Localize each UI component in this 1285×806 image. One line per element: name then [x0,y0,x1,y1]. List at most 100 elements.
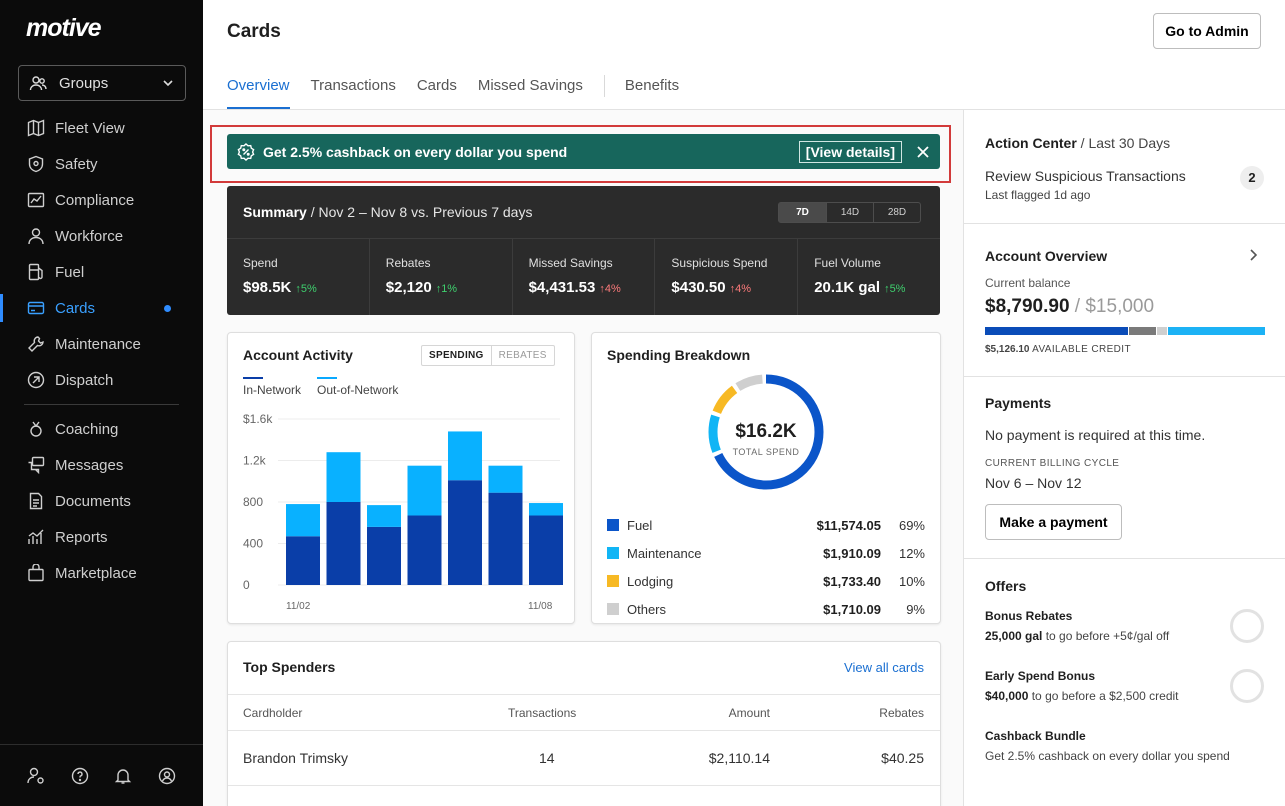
sidebar-item-reports[interactable]: Reports [0,519,203,555]
review-suspicious-link[interactable]: Review Suspicious Transactions [985,168,1186,184]
table-row[interactable]: Brandon Trimsky 14 $2,110.14 $40.25 [228,732,940,786]
chart-legend: In-Network Out-of-Network [243,377,398,397]
messages-icon [28,456,45,474]
bar-out-of-network [286,504,320,537]
metric-value: $430.50 [671,279,726,296]
close-icon[interactable] [916,145,930,159]
sidebar-item-messages[interactable]: Messages [0,447,203,483]
amount-value: $2,110.14 [708,750,770,766]
spending-breakdown-title: Spending Breakdown [607,347,751,363]
groups-dropdown[interactable]: Groups [18,65,186,101]
metric-change: ↑5% [884,283,906,295]
period-14d[interactable]: 14D [826,203,873,222]
balance-bar-other [1157,327,1167,335]
offer-progress-ring [1230,609,1264,643]
coaching-icon [30,421,42,437]
metric-change: ↑1% [435,283,458,295]
tab-benefits[interactable]: Benefits [624,77,680,94]
tab-bar: Overview Transactions Cards Missed Savin… [227,70,700,110]
sidebar-item-cards[interactable]: Cards [0,290,203,326]
metric-change: ↑5% [295,283,317,295]
credit-limit-value: / $15,000 [1069,296,1155,317]
total-spend-value: $16.2K [735,421,797,442]
action-center-heading: Action Center / Last 30 Days [985,135,1170,151]
account-icon[interactable] [158,767,176,785]
user-settings-icon[interactable] [27,767,45,785]
balance-bar-pending [1129,327,1156,335]
metric-value: $2,120 [385,279,432,296]
sidebar-item-fuel[interactable]: Fuel [0,254,203,290]
activity-toggle: SPENDING REBATES [421,345,555,366]
account-overview-section[interactable]: Account Overview Current balance $8,790.… [964,224,1285,377]
tab-missed-savings[interactable]: Missed Savings [477,77,583,94]
bar-in-network [367,526,401,585]
fuel-swatch [607,519,619,531]
toggle-spending[interactable]: SPENDING [422,346,492,365]
suspicious-count-badge: 2 [1240,166,1264,190]
sidebar-item-label: Marketplace [55,564,137,582]
top-spenders-card: Top Spenders View all cards Cardholder T… [227,641,941,806]
sidebar-item-documents[interactable]: Documents [0,483,203,519]
sidebar-item-label: Fuel [55,263,85,281]
metric-rebates: Rebates $2,120 ↑1% [368,239,512,315]
billing-cycle-label: CURRENT BILLING CYCLE [985,458,1120,469]
groups-label: Groups [59,74,109,92]
sidebar-item-dispatch[interactable]: Dispatch [0,362,203,398]
cashback-banner: Get 2.5% cashback on every dollar you sp… [227,134,940,169]
marketplace-icon [28,564,44,582]
bell-icon[interactable] [114,767,132,785]
tab-divider [603,75,605,97]
chart-icon [27,192,45,208]
col-rebates[interactable]: Rebates [879,706,924,720]
nav-divider [24,404,179,405]
sidebar-item-workforce[interactable]: Workforce [0,218,203,254]
last-flagged-text: Last flagged 1d ago [985,188,1091,202]
sidebar-item-label: Safety [55,155,98,173]
offer-amount: 25,000 gal [985,629,1043,643]
donut-slice-maintenance [708,374,824,490]
col-cardholder[interactable]: Cardholder [243,706,303,720]
tab-overview[interactable]: Overview [227,70,290,109]
col-amount[interactable]: Amount [728,706,770,720]
bar-in-network [286,536,320,585]
action-center-title: Action Center [985,135,1077,151]
summary-range: / Nov 2 – Nov 8 vs. Previous 7 days [306,204,533,220]
toggle-rebates[interactable]: REBATES [498,350,547,361]
motive-logo[interactable]: motive [26,14,102,42]
period-7d[interactable]: 7D [779,203,826,222]
go-to-admin-button[interactable]: Go to Admin [1153,13,1261,49]
help-icon[interactable] [71,767,89,785]
metric-value: 20.1K gal [814,279,881,296]
offer-description: 25,000 gal to go before +5¢/gal off [985,629,1169,643]
make-payment-button[interactable]: Make a payment [985,504,1122,540]
tab-cards[interactable]: Cards [416,77,457,94]
sidebar-item-compliance[interactable]: Compliance [0,182,203,218]
balance-bar-spent [985,327,1128,335]
chevron-right-icon[interactable] [1246,248,1260,262]
col-transactions[interactable]: Transactions [508,706,577,720]
action-center-section: Action Center / Last 30 Days Review Susp… [964,110,1285,224]
available-credit-label: AVAILABLE CREDIT [1029,344,1131,355]
y-tick-label: 1.2k [243,454,267,468]
sidebar-item-label: Reports [55,528,108,546]
sidebar-item-maintenance[interactable]: Maintenance [0,326,203,362]
bar-out-of-network [488,465,523,493]
period-28d[interactable]: 28D [873,203,920,222]
bar-in-network [488,492,523,585]
view-details-link[interactable]: [View details] [798,140,902,163]
view-all-cards-link[interactable]: View all cards [844,660,924,675]
bar-in-network [529,515,563,585]
bar-out-of-network [407,465,442,516]
sidebar-item-fleet-view[interactable]: Fleet View [0,110,203,146]
metric-fuel-volume: Fuel Volume 20.1K gal ↑5% [797,239,940,315]
payment-message: No payment is required at this time. [985,427,1206,443]
breakdown-amount: $11,574.05 [816,517,881,533]
sidebar-item-marketplace[interactable]: Marketplace [0,555,203,591]
sidebar-item-safety[interactable]: Safety [0,146,203,182]
offer-progress-ring [1230,669,1264,703]
breakdown-percent: 10% [898,573,925,589]
sidebar-item-coaching[interactable]: Coaching [0,411,203,447]
bar-in-network [448,480,482,585]
tab-transactions[interactable]: Transactions [310,77,396,94]
metric-label: Missed Savings [528,256,613,270]
